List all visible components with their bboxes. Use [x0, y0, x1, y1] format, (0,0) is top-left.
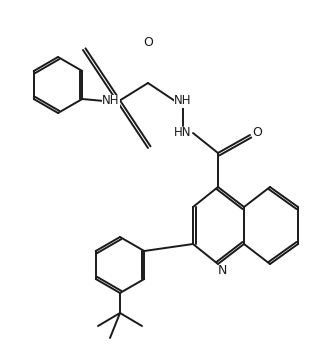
Text: O: O: [252, 126, 262, 139]
Text: HN: HN: [174, 126, 192, 139]
Text: N: N: [217, 265, 227, 278]
Text: O: O: [143, 36, 153, 49]
Text: NH: NH: [174, 95, 192, 108]
Text: NH: NH: [102, 95, 120, 108]
